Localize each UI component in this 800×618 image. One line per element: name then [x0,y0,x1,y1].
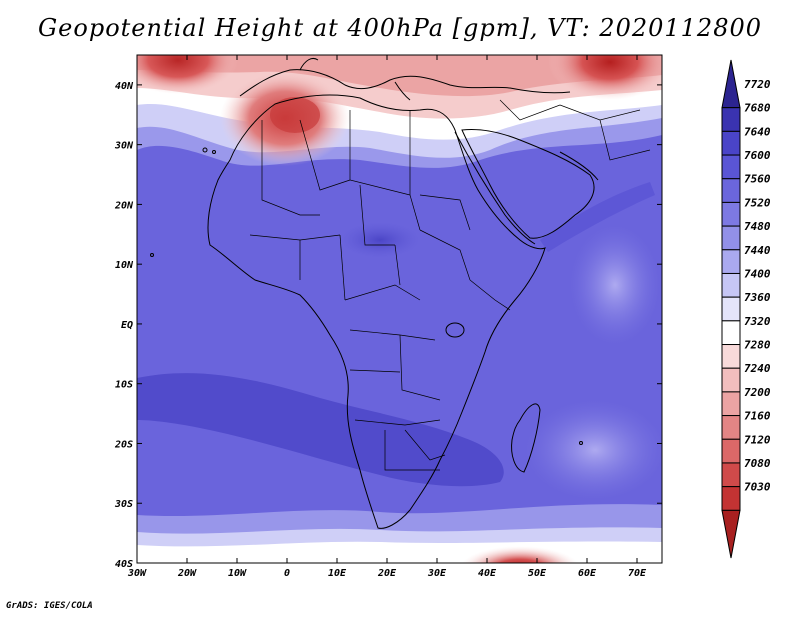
colorbar-label: 7600 [744,149,771,162]
colorbar-label: 7360 [744,291,771,304]
colorbar-swatch [721,107,741,132]
colorbar-swatch [721,178,741,203]
lon-tick-label: 60E [578,568,597,579]
lat-tick-label: 40S [115,559,133,570]
colorbar-swatch [721,130,741,156]
colorbar-swatch [721,367,741,393]
colorbar-label: 7320 [744,315,771,328]
colorbar-label: 7030 [744,481,771,494]
colorbar-swatch [721,296,741,322]
colorbar-swatch [721,154,741,180]
colorbar-label: 7440 [744,244,771,257]
colorbar-label: 7120 [744,433,771,446]
lon-tick-label: 20W [177,568,197,579]
lat-tick-label: 20S [114,439,133,450]
colorbar-swatch [721,59,741,109]
colorbar-label: 7280 [744,339,771,352]
colorbar-swatch [721,344,741,369]
lat-tick-label: 20N [114,200,134,211]
longitude-axis: 30W 20W 10W 0 10E 20E 30E 40E 50E 60E 70E [127,55,647,579]
lat-tick-label: 40N [115,81,134,92]
colorbar-swatch [721,225,741,251]
colorbar-label: 7400 [744,267,771,280]
colorbar-label: 7680 [744,102,771,115]
lat-tick-label: 10N [115,260,134,271]
latitude-axis: 40N 30N 20N 10N EQ 10S 20S 30S 40S [114,81,662,570]
colorbar-label: 7560 [744,173,771,186]
lat-tick-label: 30N [114,141,134,152]
colorbar-swatch [721,415,741,440]
lon-tick-label: 70E [628,568,647,579]
colorbar-label: 7160 [744,410,771,423]
map-frame [136,54,663,564]
shaded-field [137,55,662,563]
colorbar-label: 7080 [744,457,771,470]
lon-tick-label: 10W [228,568,247,579]
colorbar-swatch [721,249,741,274]
lon-tick-label: 30W [127,568,147,579]
lon-tick-label: 0 [284,568,290,579]
colorbar-swatch [721,438,741,464]
colorbar-label: 7480 [744,220,771,233]
lat-tick-label: 30S [114,499,133,510]
colorbar-swatch [721,509,741,559]
colorbar-swatch [721,272,741,298]
country-borders [249,99,651,471]
lat-tick-label: 10S [115,380,133,391]
colorbar-label: 7200 [744,386,771,399]
colorbar-swatch [721,462,741,488]
lon-tick-label: 40E [478,568,497,579]
grads-credit: GrADS: IGES/COLA [6,601,93,611]
lon-tick-label: 10E [328,568,347,579]
lon-tick-label: 30E [427,568,447,579]
colorbar: 7720 7680 7640 7600 7560 7520 7480 7440 7400 7360… [721,59,771,559]
colorbar-swatch [721,391,741,417]
colorbar-label: 7720 [744,78,771,91]
lat-tick-label: EQ [121,320,133,331]
colorbar-swatch [721,486,741,511]
map-title: Geopotential Height at 400hPa [gpm], VT:… [38,14,762,42]
coastlines [150,57,599,529]
colorbar-swatch [721,201,741,227]
colorbar-label: 7520 [744,196,771,209]
colorbar-swatch [721,320,741,346]
colorbar-label: 7640 [744,125,771,138]
colorbar-label: 7240 [744,362,771,375]
lon-tick-label: 20E [377,568,397,579]
lon-tick-label: 50E [528,568,547,579]
